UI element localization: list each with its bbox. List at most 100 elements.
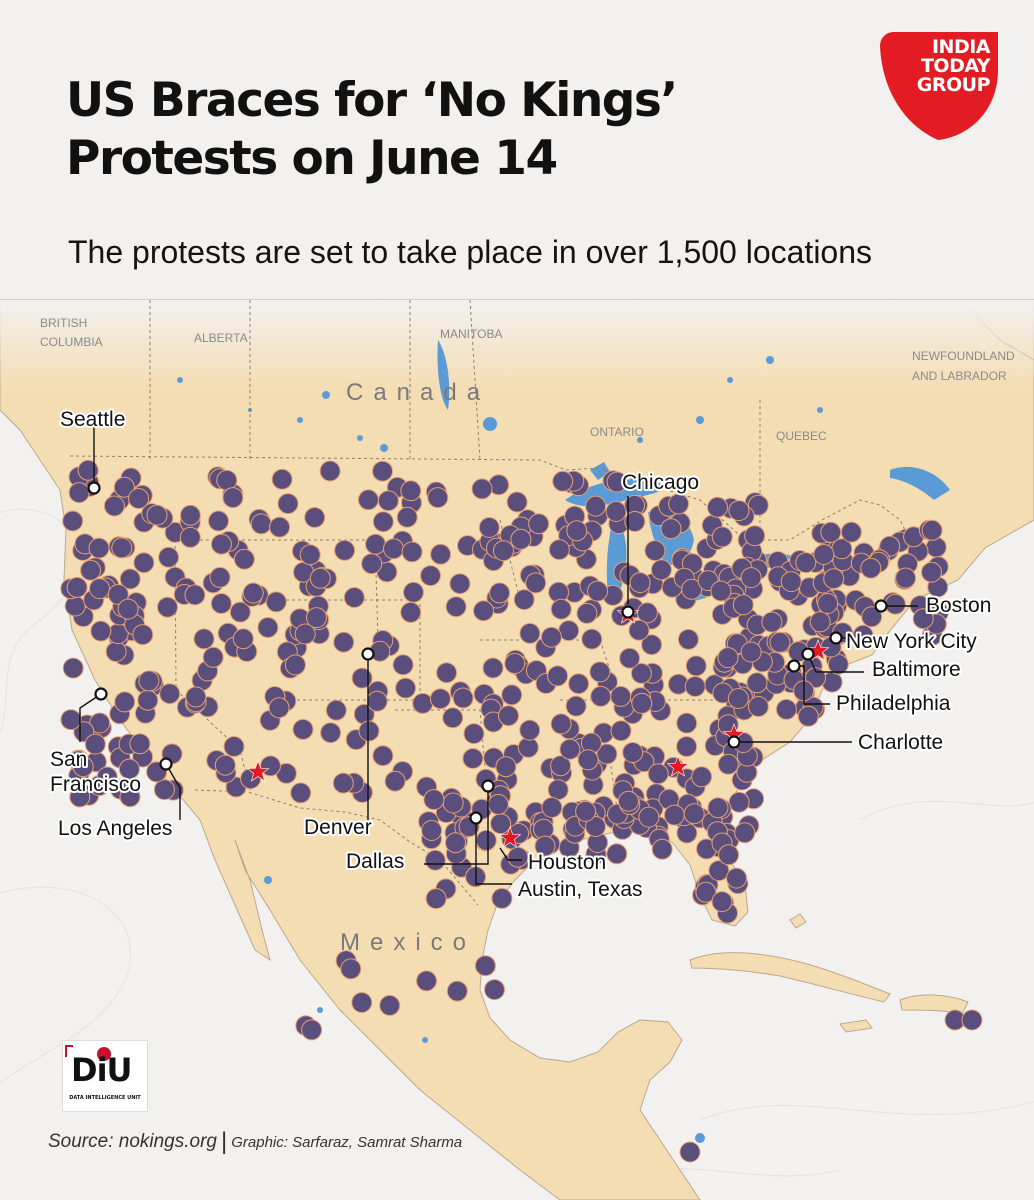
- logo-shape: [880, 32, 998, 140]
- protest-dot: [647, 763, 669, 785]
- lake-nipigon: [590, 462, 610, 480]
- province-label-alberta: ALBERTA: [194, 331, 248, 345]
- protest-dot: [525, 572, 547, 594]
- protest-dot: [400, 601, 422, 623]
- credit-separator: |: [221, 1128, 228, 1155]
- protest-dot: [707, 797, 729, 819]
- protest-dot: [133, 552, 155, 574]
- province-label-british-columbia-1: BRITISH: [40, 316, 87, 330]
- city-marker-san-francisco: [94, 687, 108, 701]
- city-marker-baltimore: [801, 647, 815, 661]
- protest-dot: [884, 593, 906, 615]
- diu-tagline: DATA INTELLIGENCE UNIT: [69, 1095, 141, 1101]
- protest-dot: [400, 480, 422, 502]
- protest-dot: [895, 567, 917, 589]
- protest-dot: [214, 754, 236, 776]
- title-line-1: US Braces for ‘No Kings’: [66, 73, 678, 128]
- protest-dot: [638, 806, 660, 828]
- protest-dot: [395, 677, 417, 699]
- protest-dot: [681, 578, 703, 600]
- protest-dot: [284, 654, 306, 676]
- protest-dot: [677, 628, 699, 650]
- province-label-british-columbia-2: COLUMBIA: [40, 335, 103, 349]
- protest-dot: [62, 657, 84, 679]
- protest-dot: [540, 626, 562, 648]
- protest-dot: [445, 596, 467, 618]
- protest-dot: [69, 786, 91, 808]
- protest-dot: [257, 617, 279, 638]
- protest-dot: [436, 662, 458, 684]
- protest-dot: [107, 584, 129, 605]
- protest-dot: [577, 749, 599, 771]
- protest-dot: [372, 460, 393, 482]
- protest-dot: [860, 557, 882, 579]
- protest-dot: [744, 525, 766, 547]
- protest-dot: [711, 891, 733, 913]
- protest-dot: [746, 672, 768, 694]
- protest-dot: [377, 490, 399, 512]
- city-marker-seattle: [87, 481, 101, 495]
- protest-dot: [622, 742, 644, 763]
- protest-dot: [644, 540, 666, 562]
- protest-dot: [351, 667, 373, 689]
- protest-dot: [421, 820, 443, 841]
- diu-wordmark: DiU: [71, 1051, 133, 1089]
- protest-dot: [501, 684, 523, 706]
- graphic-credit: Graphic: Sarfaraz, Samrat Sharma: [231, 1134, 463, 1151]
- protest-dot: [96, 766, 118, 788]
- protest-dot: [294, 623, 316, 645]
- protest-dot: [301, 1019, 323, 1041]
- protest-dot: [775, 698, 797, 720]
- protest-dot: [137, 689, 159, 711]
- protest-dot: [420, 565, 441, 587]
- protest-dot: [222, 487, 244, 509]
- protest-dot: [589, 661, 611, 683]
- protest-dot: [392, 654, 414, 676]
- protest-dot: [747, 494, 769, 516]
- diu-corner-mark: [65, 1045, 73, 1057]
- protest-dot: [475, 829, 497, 851]
- protest-dot: [489, 582, 511, 604]
- protest-dot: [565, 695, 587, 717]
- protest-dot: [193, 628, 215, 650]
- protest-dot: [550, 598, 572, 620]
- protest-dot: [663, 804, 685, 826]
- protest-dot: [548, 539, 570, 561]
- city-label-baltimore: Baltimore: [872, 658, 961, 681]
- protest-dot: [484, 979, 505, 1001]
- protest-dot: [290, 782, 312, 804]
- protest-dot: [921, 561, 942, 583]
- protest-dot: [734, 822, 756, 844]
- protest-dot: [90, 620, 112, 642]
- city-label-boston: Boston: [926, 594, 991, 617]
- protest-dot: [726, 867, 747, 889]
- protest-dot: [710, 580, 732, 602]
- protest-dot: [114, 691, 136, 713]
- protest-dot: [427, 487, 449, 509]
- map-fade: [0, 300, 1034, 460]
- province-label-newfoundland-1: NEWFOUNDLAND: [912, 349, 1015, 363]
- protest-dot: [306, 607, 327, 629]
- lake-michigan: [606, 520, 627, 604]
- protest-dot: [817, 593, 839, 614]
- protest-dot: [146, 504, 168, 526]
- protest-dot: [740, 641, 762, 663]
- protest-dot: [482, 657, 504, 679]
- protest-dot: [568, 673, 590, 695]
- protest-dot: [325, 699, 347, 721]
- protest-dot: [66, 576, 88, 598]
- protest-dot: [547, 779, 569, 801]
- protest-dot: [179, 504, 201, 526]
- protest-dot: [795, 552, 817, 574]
- city-label-seattle: Seattle: [60, 408, 125, 431]
- protest-dot: [401, 541, 423, 563]
- protest-dot: [271, 468, 293, 490]
- protest-dot: [412, 692, 434, 714]
- gulf-of-st-lawrence: [890, 466, 950, 500]
- protest-dot: [717, 753, 739, 775]
- protest-dot: [268, 697, 290, 719]
- city-label-philadelphia: Philadelphia: [836, 692, 951, 715]
